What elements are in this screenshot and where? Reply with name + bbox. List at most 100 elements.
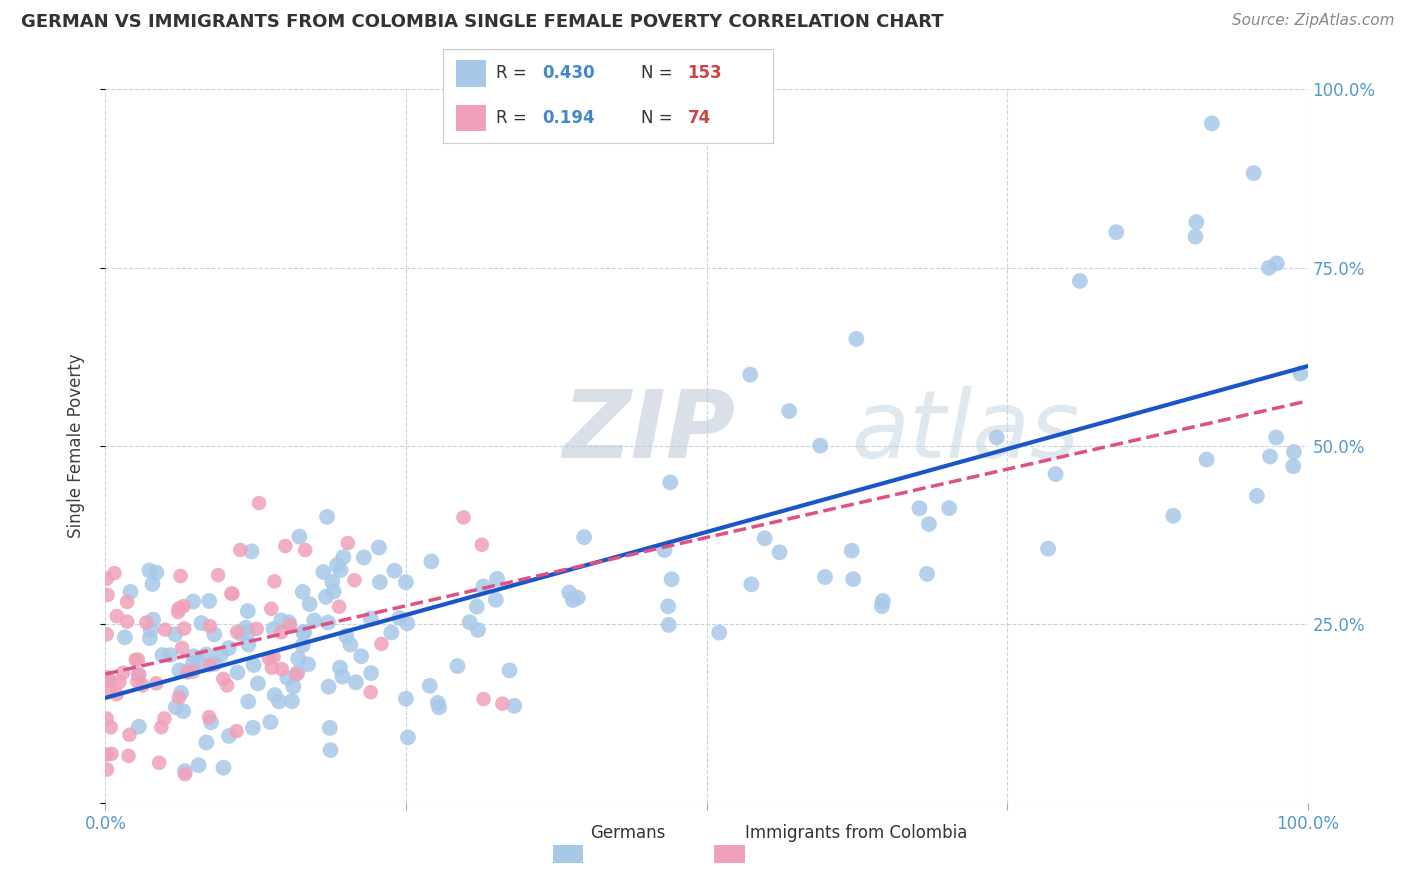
Point <box>145 676 167 690</box>
Point <box>938 501 960 516</box>
Point <box>207 568 229 582</box>
Point <box>115 615 138 629</box>
Point <box>103 566 125 580</box>
Point <box>277 615 299 630</box>
Text: 0.194: 0.194 <box>543 110 595 128</box>
Point <box>778 404 800 418</box>
Point <box>98 682 121 697</box>
FancyBboxPatch shape <box>456 61 486 87</box>
Point <box>1045 467 1067 482</box>
Point <box>1265 430 1288 444</box>
Point <box>319 743 342 757</box>
Point <box>238 694 260 708</box>
Point <box>845 332 868 346</box>
Point <box>209 648 232 662</box>
Point <box>242 721 264 735</box>
Text: N =: N = <box>641 110 678 128</box>
Point <box>167 601 190 615</box>
Point <box>195 735 218 749</box>
Point <box>169 664 191 678</box>
Point <box>260 661 283 675</box>
Point <box>918 517 941 532</box>
Point <box>396 731 419 745</box>
Point <box>332 550 354 565</box>
Point <box>98 673 121 688</box>
Point <box>1282 459 1305 474</box>
Point <box>427 700 450 714</box>
Point <box>176 665 198 680</box>
Point <box>202 627 225 641</box>
Point <box>270 625 292 640</box>
Point <box>335 629 357 643</box>
Point <box>291 585 314 599</box>
Point <box>229 542 252 557</box>
Point <box>360 666 382 681</box>
Point <box>465 599 488 614</box>
Point <box>360 685 382 699</box>
Point <box>127 674 149 689</box>
Point <box>285 667 308 681</box>
Point <box>332 670 354 684</box>
Point <box>395 575 418 590</box>
Point <box>1265 256 1288 270</box>
Point <box>316 615 339 630</box>
Point <box>117 748 139 763</box>
Point <box>658 618 681 632</box>
Point <box>292 624 315 639</box>
Point <box>453 510 475 524</box>
Point <box>97 588 120 602</box>
Point <box>446 659 468 673</box>
Point <box>257 651 280 665</box>
Point <box>242 657 264 672</box>
Point <box>145 566 167 580</box>
Point <box>336 536 359 550</box>
Point <box>339 638 361 652</box>
Point <box>170 686 193 700</box>
Point <box>458 615 481 630</box>
Point <box>152 648 174 662</box>
Point <box>181 665 204 679</box>
Point <box>263 622 285 636</box>
Point <box>472 692 495 706</box>
Point <box>260 602 283 616</box>
Point <box>654 543 676 558</box>
Point <box>661 572 683 586</box>
Text: Germans: Germans <box>591 824 666 842</box>
Point <box>808 439 831 453</box>
Point <box>181 656 204 670</box>
Point <box>283 680 305 694</box>
Point <box>915 566 938 581</box>
Y-axis label: Single Female Poverty: Single Female Poverty <box>66 354 84 538</box>
Point <box>768 545 790 559</box>
Point <box>572 530 595 544</box>
Text: 153: 153 <box>688 64 723 82</box>
Point <box>472 580 495 594</box>
Point <box>344 675 367 690</box>
Point <box>343 573 366 587</box>
Point <box>370 637 392 651</box>
Point <box>120 584 142 599</box>
Text: 0.430: 0.430 <box>543 64 595 82</box>
Point <box>128 720 150 734</box>
Point <box>153 711 176 725</box>
Point <box>503 698 526 713</box>
Point <box>198 594 221 608</box>
Point <box>485 592 508 607</box>
Point <box>204 657 226 671</box>
Point <box>486 572 509 586</box>
Point <box>278 618 301 632</box>
Point <box>329 661 352 675</box>
Point <box>467 623 489 637</box>
Point <box>1185 215 1208 229</box>
Text: 74: 74 <box>688 110 710 128</box>
Text: N =: N = <box>641 64 678 82</box>
Point <box>872 594 894 608</box>
Point <box>226 665 249 680</box>
Point <box>319 721 342 735</box>
Point <box>870 599 893 613</box>
Point <box>212 672 235 686</box>
Point <box>96 627 118 641</box>
Point <box>908 501 931 516</box>
Text: atlas: atlas <box>851 386 1078 477</box>
Point <box>740 577 762 591</box>
